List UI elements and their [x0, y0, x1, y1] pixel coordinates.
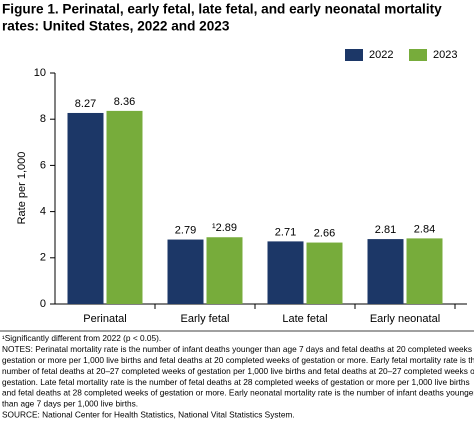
x-tick-label: Perinatal	[83, 313, 126, 325]
value-label: 2.81	[375, 224, 396, 236]
bar	[106, 110, 143, 304]
y-tick-label: 4	[40, 206, 46, 218]
y-tick-label: 10	[34, 67, 46, 79]
legend-label: 2023	[433, 49, 457, 61]
bar	[167, 239, 204, 304]
note: and fetal deaths at 28 completed weeks o…	[2, 388, 474, 398]
y-tick-label: 0	[40, 298, 46, 310]
legend-swatch	[409, 49, 427, 61]
note: number of fetal deaths at 20–27 complete…	[2, 366, 474, 376]
y-tick-label: 6	[40, 159, 46, 171]
value-label: 2.71	[275, 226, 296, 238]
y-axis-label: Rate per 1,000	[16, 152, 28, 225]
y-tick-label: 8	[40, 113, 46, 125]
note: than age 7 days per 1,000 live births.	[2, 399, 138, 409]
x-tick-label: Early neonatal	[370, 313, 440, 325]
bar	[206, 237, 243, 304]
bar	[306, 242, 343, 304]
value-label: 8.36	[114, 96, 135, 108]
y-tick-label: 2	[40, 252, 46, 264]
x-tick-label: Late fetal	[282, 313, 327, 325]
value-label: 2.66	[314, 227, 335, 239]
value-label: 2.79	[175, 224, 196, 236]
chart-title: rates: United States, 2022 and 2023	[2, 19, 230, 34]
legend-swatch	[345, 49, 363, 61]
bar	[406, 238, 443, 304]
note: SOURCE: National Center for Health Stati…	[2, 409, 295, 419]
note: gestation or more per 1,000 live births …	[2, 355, 474, 365]
note: ¹Significantly different from 2022 (p < …	[2, 333, 161, 343]
value-label: 2.84	[414, 223, 435, 235]
note: gestation. Late fetal mortality rate is …	[2, 377, 470, 387]
bar	[367, 239, 404, 304]
legend-label: 2022	[369, 49, 393, 61]
value-label: 8.27	[75, 98, 96, 110]
chart-title: Figure 1. Perinatal, early fetal, late f…	[2, 2, 442, 17]
bar	[267, 241, 304, 304]
bar	[67, 112, 104, 304]
x-tick-label: Early fetal	[181, 313, 230, 325]
note: NOTES: Perinatal mortality rate is the n…	[2, 344, 474, 354]
value-label: ¹2.89	[212, 222, 237, 234]
